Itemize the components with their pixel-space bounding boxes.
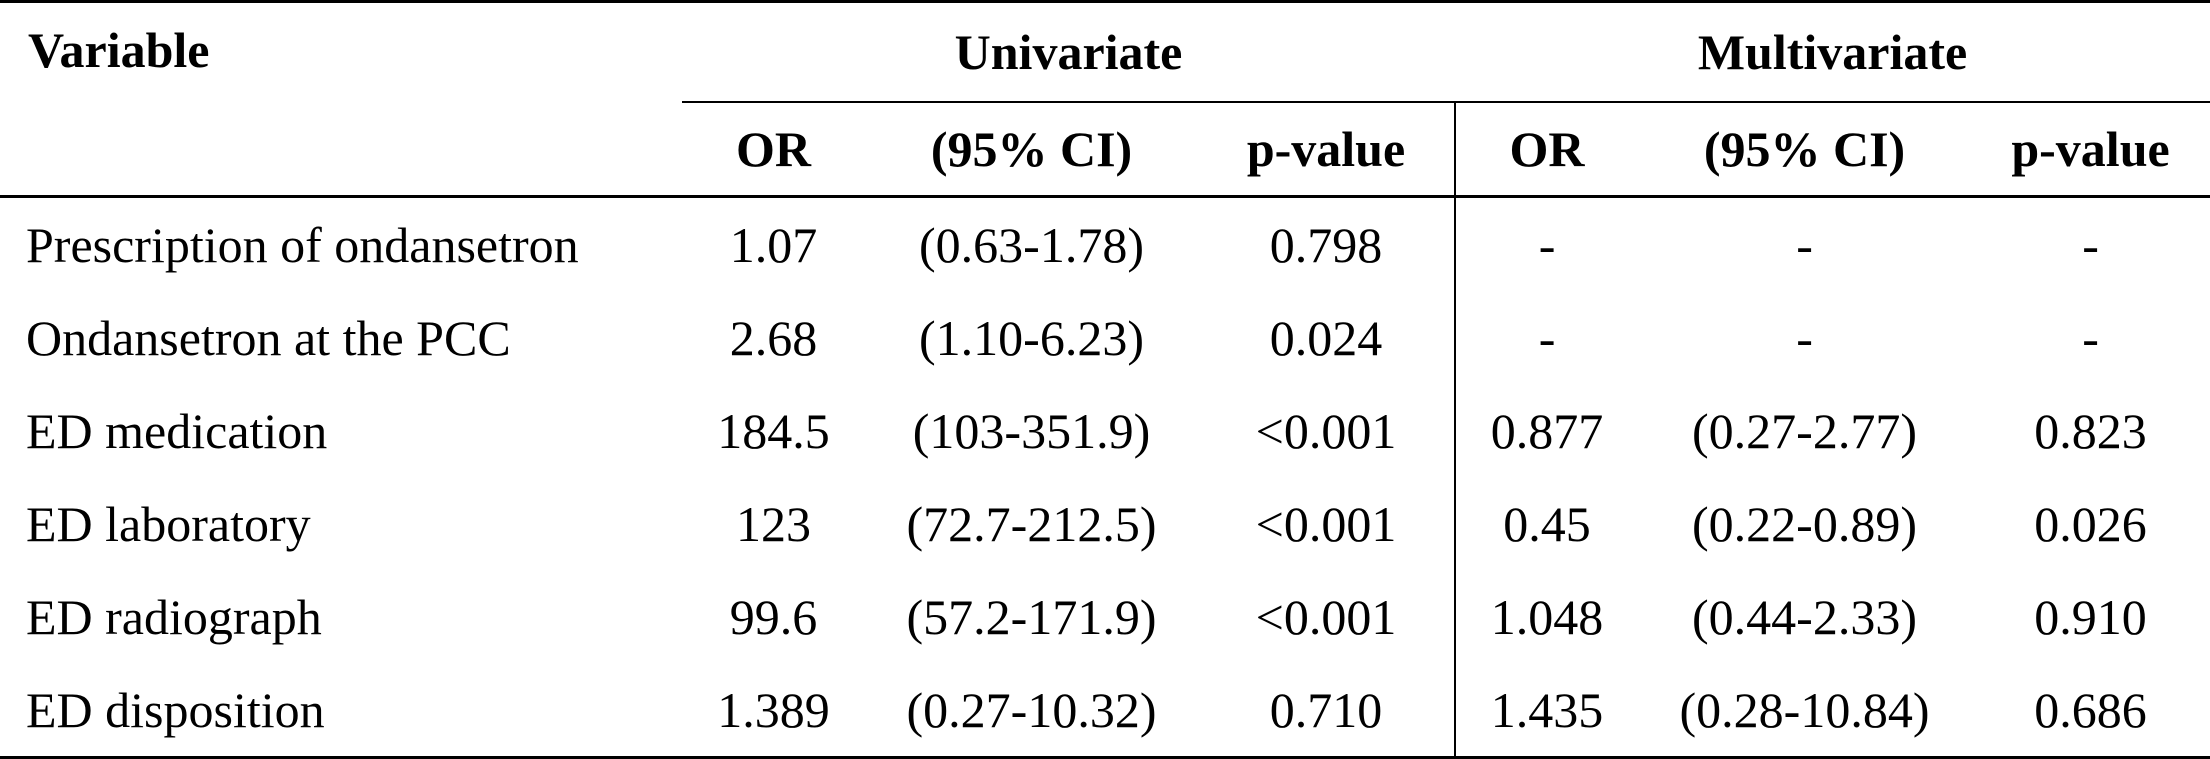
header-multivariate-p: p-value [1971, 102, 2210, 198]
multivariate-ci-cell: - [1796, 216, 1813, 273]
univariate-ci-cell: (0.63-1.78) [919, 216, 1144, 273]
row-variable: ED medication [26, 402, 328, 459]
univariate-ci-cell: (57.2-171.9) [906, 588, 1157, 645]
header-univariate-or: OR [682, 102, 865, 198]
table-row: Prescription of ondansetron 1.07 (0.63-1… [0, 196, 2210, 291]
univariate-ci-cell: (0.27-10.32) [865, 663, 1198, 759]
header-group-univariate: Univariate [682, 0, 1456, 103]
univariate-or-cell: 1.07 [729, 216, 818, 273]
univariate-p-cell: 0.710 [1198, 663, 1456, 759]
table-row: ED medication 184.5 (103-351.9) <0.001 0… [0, 384, 2210, 477]
multivariate-or-cell: 1.048 [1454, 570, 1639, 663]
univariate-p-cell: <0.001 [1255, 588, 1397, 645]
univariate-or-cell: 1.389 [682, 663, 865, 759]
header-multivariate-ci: (95% CI) [1638, 102, 1972, 198]
multivariate-p-cell: 0.686 [1971, 663, 2210, 759]
univariate-or-cell: 2.68 [729, 309, 818, 366]
header-univariate-ci: (95% CI) [865, 102, 1198, 198]
multivariate-p-cell: - [2082, 216, 2099, 273]
multivariate-p-cell: 0.026 [2034, 495, 2147, 552]
row-variable: Ondansetron at the PCC [26, 309, 511, 366]
table-row: ED laboratory 123 (72.7-212.5) <0.001 0.… [0, 477, 2210, 570]
header-variable: Variable [0, 0, 682, 198]
univariate-ci-cell: (103-351.9) [912, 402, 1151, 459]
multivariate-p-cell: 0.910 [2034, 588, 2147, 645]
table-row: ED radiograph 99.6 (57.2-171.9) <0.001 1… [0, 570, 2210, 663]
multivariate-or-cell: 1.435 [1454, 663, 1639, 759]
row-variable: Prescription of ondansetron [26, 216, 579, 273]
univariate-ci-cell: (72.7-212.5) [906, 495, 1157, 552]
multivariate-p-cell: 0.823 [2034, 402, 2147, 459]
multivariate-ci-cell: (0.28-10.84) [1638, 663, 1972, 759]
table-row: ED disposition 1.389 (0.27-10.32) 0.710 … [0, 663, 2210, 759]
multivariate-ci-cell: - [1796, 309, 1813, 366]
univariate-or-cell: 123 [736, 495, 811, 552]
multivariate-or-cell: 0.877 [1454, 384, 1639, 477]
multivariate-ci-cell: (0.22-0.89) [1692, 495, 1917, 552]
univariate-or-cell: 184.5 [717, 402, 830, 459]
header-multivariate-or: OR [1454, 102, 1639, 198]
univariate-ci-cell: (1.10-6.23) [919, 309, 1144, 366]
univariate-or-cell: 99.6 [729, 588, 818, 645]
univariate-p-cell: <0.001 [1255, 495, 1397, 552]
row-variable: ED disposition [0, 663, 682, 759]
row-variable: ED radiograph [26, 588, 322, 645]
univariate-p-cell: 0.798 [1269, 216, 1383, 273]
multivariate-or-cell: - [1454, 196, 1639, 291]
header-group-multivariate: Multivariate [1455, 0, 2210, 103]
multivariate-ci-cell: (0.44-2.33) [1692, 588, 1917, 645]
multivariate-or-cell: - [1454, 291, 1639, 384]
table-row: Ondansetron at the PCC 2.68 (1.10-6.23) … [0, 291, 2210, 384]
multivariate-p-cell: - [2082, 309, 2099, 366]
univariate-p-cell: 0.024 [1269, 309, 1383, 366]
multivariate-ci-cell: (0.27-2.77) [1692, 402, 1917, 459]
header-univariate-p: p-value [1198, 102, 1456, 198]
multivariate-or-cell: 0.45 [1454, 477, 1639, 570]
row-variable: ED laboratory [26, 495, 311, 552]
univariate-p-cell: <0.001 [1255, 402, 1397, 459]
